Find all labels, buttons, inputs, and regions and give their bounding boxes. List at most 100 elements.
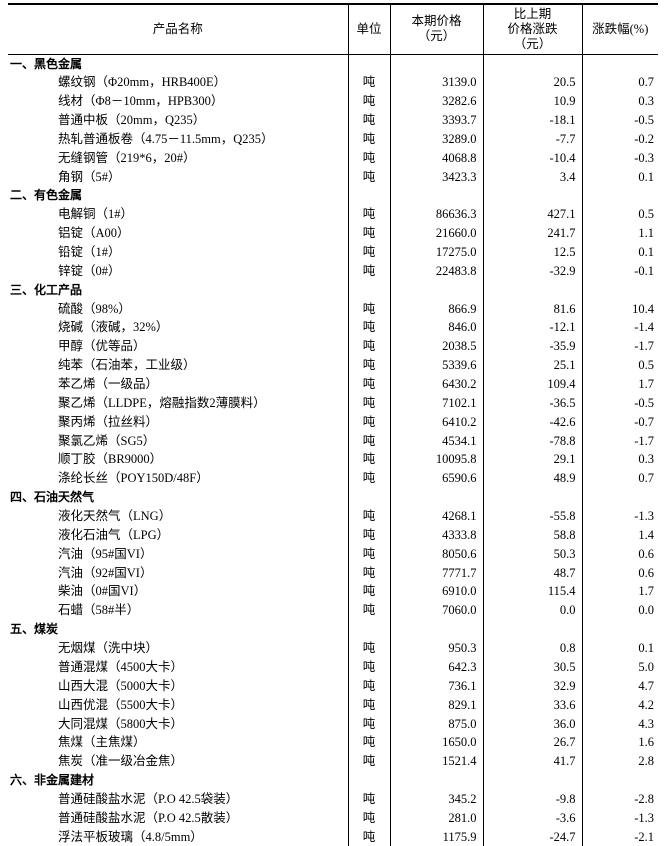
pct-cell: 1.4 [581,525,658,545]
table-row: 焦炭（准一级冶金焦） 吨 1521.4 41.7 2.8 [8,751,658,771]
table-row: 电解铜（1#） 吨 86636.3 427.1 0.5 [8,204,658,224]
price-cell: 6430.2 [389,374,483,394]
product-name: 烧碱（液碱，32%） [58,320,169,335]
unit-cell: 吨 [347,412,390,432]
price-cell: 86636.3 [389,204,483,224]
product-name: 螺纹钢（Φ20mm，HRB400E） [58,75,227,90]
pct-cell: 1.6 [581,732,658,752]
pct-cell: -1.7 [581,336,658,356]
change-cell: 29.1 [482,450,582,469]
pct-cell: 2.8 [581,751,658,771]
table-row: 山西优混（5500大卡） 吨 829.1 33.6 4.2 [8,695,658,715]
pct-cell: -0.7 [581,412,658,432]
product-name: 液化天然气（LNG） [58,509,172,524]
pct-cell: -0.5 [581,110,658,130]
change-cell: 50.3 [482,544,582,564]
unit-cell: 吨 [347,732,390,752]
price-cell: 7060.0 [389,600,483,620]
table-row: 无烟煤（洗中块） 吨 950.3 0.8 0.1 [8,638,658,658]
empty-cell [482,54,582,73]
product-name: 无缝钢管（219*6，20#） [58,150,196,165]
empty-cell [347,619,390,639]
pct-cell: 0.6 [581,563,658,583]
empty-cell [389,280,483,300]
table-row: 螺纹钢（Φ20mm，HRB400E） 吨 3139.0 20.5 0.7 [8,72,658,92]
price-cell: 642.3 [389,657,483,677]
pct-cell: 4.7 [581,676,658,696]
pct-cell: -0.1 [581,261,658,281]
empty-cell [482,770,582,790]
header-change: 比上期 价格涨跌 （元） [482,3,582,55]
price-cell: 1521.4 [389,751,483,771]
pct-cell: -0.3 [581,148,658,168]
pct-cell: -1.3 [581,808,658,828]
section-row: 五、煤炭 [8,619,658,639]
empty-cell [482,280,582,300]
product-name: 聚氯乙烯（SG5） [58,433,156,448]
table-body: 一、黑色金属 螺纹钢（Φ20mm，HRB400E）吨 3139.0 20.5 0.7 线材… [8,54,658,846]
unit-cell: 吨 [347,714,390,733]
product-name: 山西优混（5500大卡） [58,697,184,712]
unit-cell: 吨 [347,129,390,149]
unit-cell: 吨 [347,261,390,281]
change-cell: -10.4 [482,148,582,168]
pct-cell: -2.1 [581,827,658,846]
empty-cell [581,280,658,300]
unit-cell: 吨 [347,91,390,111]
pct-cell: 0.7 [581,72,658,92]
price-cell: 4333.8 [389,525,483,545]
section-row: 一、黑色金属 [8,54,658,73]
empty-cell [581,487,658,507]
price-cell: 10095.8 [389,450,483,469]
change-cell: -12.1 [482,318,582,337]
empty-cell [389,619,483,639]
price-cell: 3139.0 [389,72,483,92]
empty-cell [389,770,483,790]
unit-cell: 吨 [347,695,390,715]
pct-cell: 0.5 [581,204,658,224]
product-name: 角钢（5#） [58,169,121,184]
price-cell: 4534.1 [389,431,483,451]
header-price-line1: 本期价格 [411,14,462,29]
price-cell: 6590.6 [389,468,483,488]
product-name: 浮法平板玻璃（4.8/5mm） [58,829,203,844]
empty-cell [389,186,483,205]
product-name: 液化石油气（LPG） [58,527,170,542]
header-price-line2: （元） [417,29,456,44]
product-name: 顺丁胶（BR9000） [58,452,163,467]
empty-cell [581,619,658,639]
table-row: 普通混煤（4500大卡） 吨 642.3 30.5 5.0 [8,657,658,677]
pct-cell: -0.2 [581,129,658,149]
table-row: 山西大混（5000大卡） 吨 736.1 32.9 4.7 [8,676,658,696]
price-cell: 7771.7 [389,563,483,583]
product-name: 线材（Φ8－10mm，HPB300） [58,94,224,109]
empty-cell [347,770,390,790]
pct-cell: 10.4 [581,299,658,319]
table-header-row: 产品名称 单位 本期价格 （元） 比上期 价格涨跌 （元） 涨跌幅(%) [8,3,658,55]
unit-cell: 吨 [347,525,390,545]
unit-cell: 吨 [347,638,390,658]
change-cell: -24.7 [482,827,582,846]
empty-cell [581,54,658,73]
empty-cell [347,487,390,507]
table-row: 聚乙烯（LLDPE，熔融指数2薄膜料） 吨 7102.1 -36.5 -0.5 [8,393,658,413]
pct-cell: 1.1 [581,223,658,243]
change-cell: -32.9 [482,261,582,281]
change-cell: 3.4 [482,167,582,187]
empty-cell [482,487,582,507]
change-cell: 26.7 [482,732,582,752]
price-cell: 7102.1 [389,393,483,413]
pct-cell: -1.3 [581,506,658,526]
table-row: 线材（Φ8－10mm，HPB300） 吨 3282.6 10.9 0.3 [8,91,658,111]
pct-cell: 0.1 [581,167,658,187]
table-row: 硫酸（98%） 吨 866.9 81.6 10.4 [8,299,658,319]
pct-cell: -2.8 [581,789,658,809]
unit-cell: 吨 [347,204,390,224]
section-row: 二、有色金属 [8,186,658,205]
price-cell: 17275.0 [389,242,483,262]
pct-cell: 4.3 [581,714,658,733]
empty-cell [347,186,390,205]
table-row: 普通硅酸盐水泥（P.O 42.5散装） 吨 281.0 -3.6 -1.3 [8,808,658,828]
pct-cell: 0.1 [581,242,658,262]
table-row: 甲醇（优等品） 吨 2038.5 -35.9 -1.7 [8,336,658,356]
